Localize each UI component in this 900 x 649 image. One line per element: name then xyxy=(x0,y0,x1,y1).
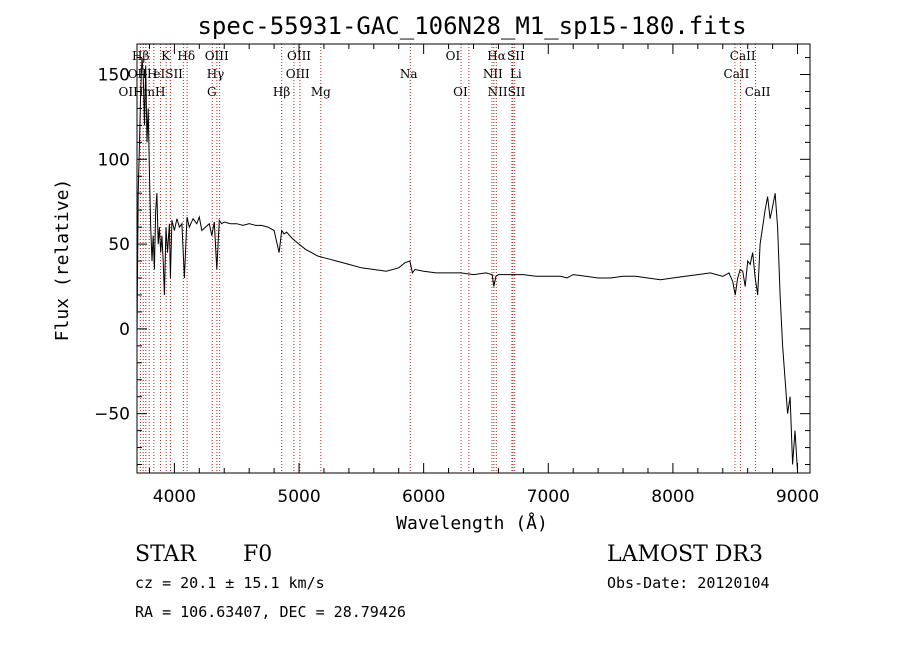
line-label: Hγ xyxy=(207,67,225,81)
y-tick-label: 0 xyxy=(119,320,130,340)
line-label: eISII xyxy=(153,67,183,81)
line-label: SII xyxy=(507,49,525,63)
y-axis-title: Flux (relative) xyxy=(52,179,73,342)
plot-frame xyxy=(136,43,811,474)
line-label: NIISII xyxy=(488,85,526,99)
object-subclass: F0 xyxy=(243,542,272,567)
observation-date: Obs-Date: 20120104 xyxy=(607,574,770,592)
object-class: STAR xyxy=(135,542,197,567)
y-tick-label: −50 xyxy=(94,405,130,425)
line-label: Mg xyxy=(311,85,331,99)
redshift-cz: cz = 20.1 ± 15.1 km/s xyxy=(135,574,325,592)
x-tick-label: 4000 xyxy=(153,487,196,507)
line-label: G xyxy=(207,85,217,99)
line-label: Na xyxy=(400,67,418,81)
x-axis: 4000 5000 6000 7000 8000 9000 xyxy=(148,44,819,507)
y-axis: −50 0 50 100 150 xyxy=(94,57,810,466)
line-label: K xyxy=(161,49,171,63)
y-tick-label: 100 xyxy=(98,150,130,170)
x-tick-label: 8000 xyxy=(651,487,694,507)
line-label: OI xyxy=(446,49,461,63)
line-label: Hα xyxy=(487,49,506,63)
coordinates: RA = 106.63407, DEC = 28.79426 xyxy=(135,603,406,621)
line-label: OIII xyxy=(205,49,229,63)
line-label: CaII xyxy=(724,67,750,81)
line-label: CaII xyxy=(745,85,771,99)
line-label: Hβ xyxy=(132,49,149,63)
line-label: NII xyxy=(483,67,503,81)
line-label: OIII xyxy=(286,67,310,81)
line-label: OIHmH xyxy=(119,85,166,99)
line-markers xyxy=(139,44,756,473)
line-label: CaII xyxy=(730,49,756,63)
line-label: Hδ xyxy=(177,49,195,63)
line-label: Li xyxy=(510,67,522,81)
x-tick-label: 9000 xyxy=(776,487,819,507)
survey-name: LAMOST DR3 xyxy=(607,542,763,567)
y-tick-label: 50 xyxy=(108,235,130,255)
line-label: OIIH xyxy=(128,67,158,81)
y-tick-label: 150 xyxy=(98,66,130,86)
chart-title: spec-55931-GAC_106N28_M1_sp15-180.fits xyxy=(197,12,746,40)
x-tick-label: 6000 xyxy=(402,487,445,507)
spectrum-line xyxy=(136,57,798,472)
x-axis-title: Wavelength (Å) xyxy=(396,512,548,534)
x-tick-label: 7000 xyxy=(527,487,570,507)
line-label: Hβ xyxy=(273,85,290,99)
line-label: OI xyxy=(453,85,468,99)
line-label: OIII xyxy=(287,49,311,63)
x-tick-label: 5000 xyxy=(277,487,320,507)
